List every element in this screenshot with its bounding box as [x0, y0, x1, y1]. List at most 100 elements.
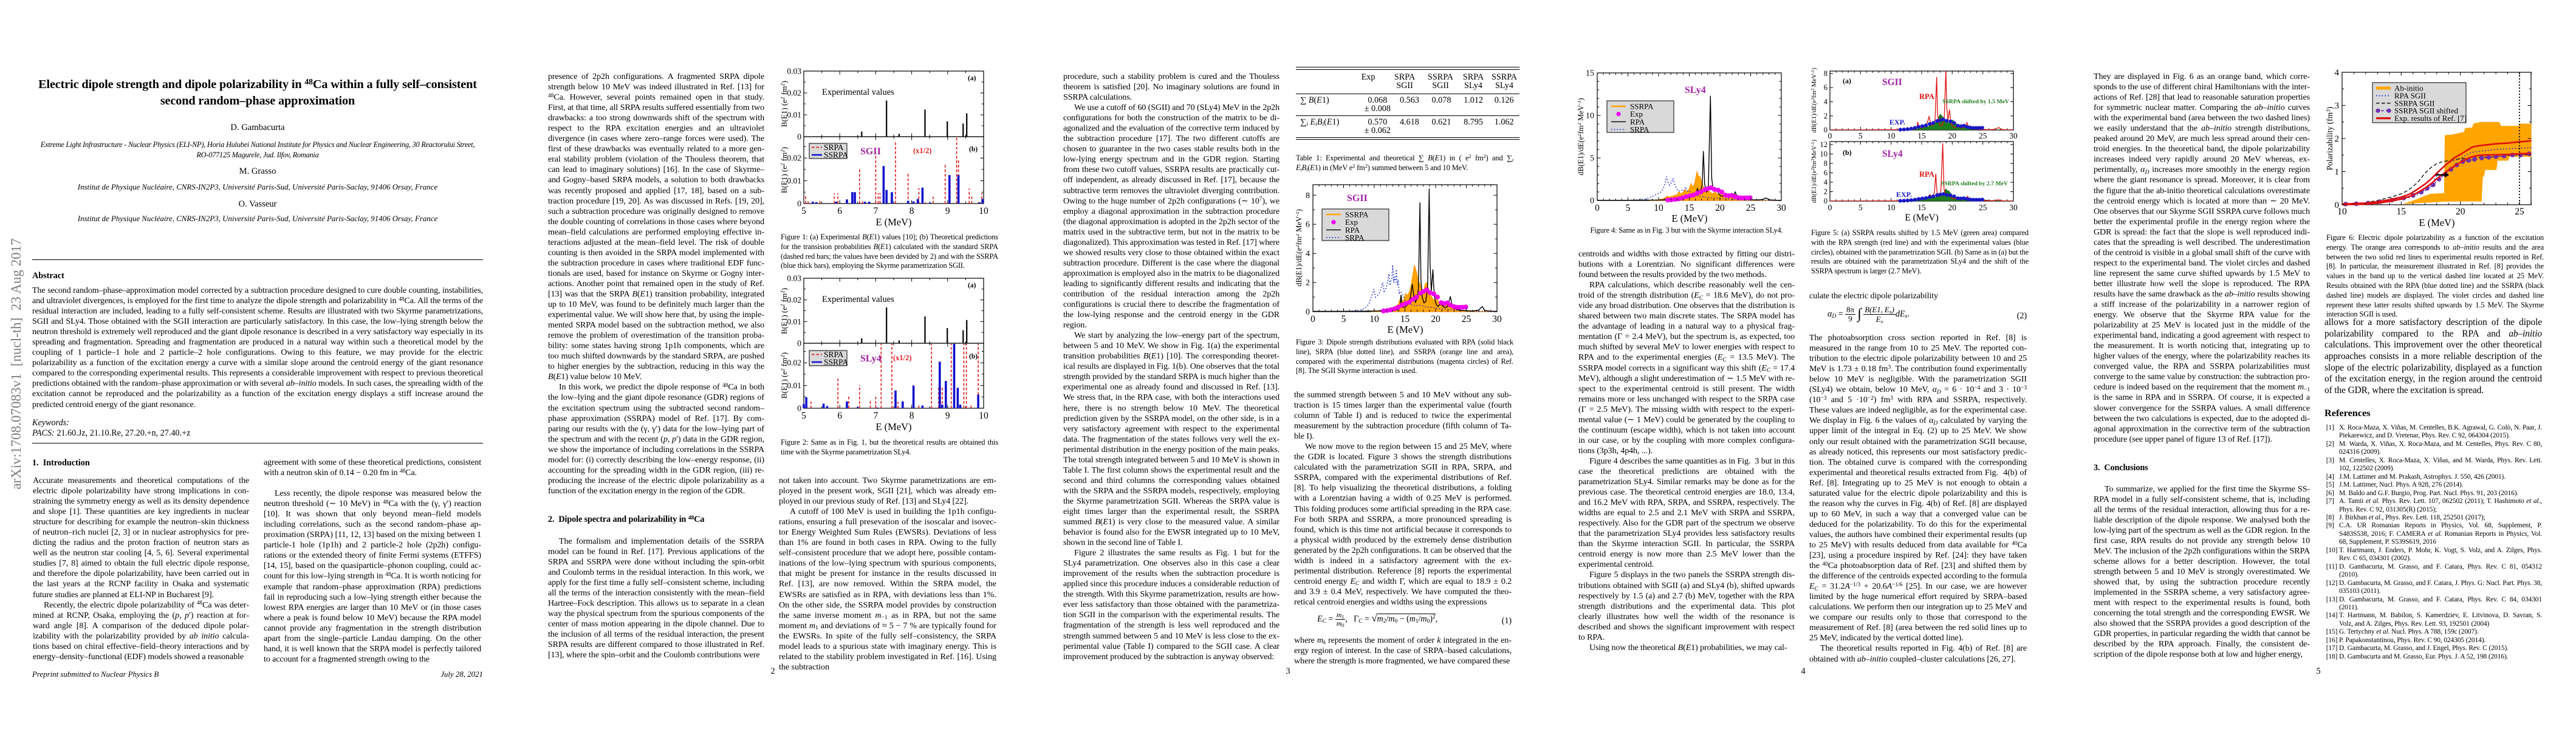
- svg-text:2: 2: [1306, 279, 1310, 288]
- svg-text:8: 8: [1824, 69, 1828, 78]
- svg-text:5: 5: [1341, 314, 1346, 324]
- svg-text:25: 25: [1746, 203, 1756, 213]
- svg-text:SSRPA shifted by 1.5 MeV: SSRPA shifted by 1.5 MeV: [1942, 98, 2009, 105]
- svg-text:E (MeV): E (MeV): [2419, 217, 2454, 228]
- svg-text:20: 20: [2456, 207, 2465, 217]
- svg-text:25: 25: [1979, 203, 1987, 212]
- svg-text:5: 5: [801, 206, 806, 216]
- svg-text:Exp: Exp: [1345, 217, 1358, 227]
- svg-text:RPA: RPA: [1919, 92, 1934, 101]
- svg-text:B(E1) (e2 fm2): B(E1) (e2 fm2): [781, 352, 789, 399]
- svg-text:SLy4: SLy4: [1882, 149, 1903, 159]
- svg-text:EXP.: EXP.: [1896, 190, 1912, 199]
- svg-text:15: 15: [1917, 131, 1926, 140]
- svg-text:(b): (b): [969, 146, 978, 153]
- svg-text:3: 3: [2335, 101, 2340, 111]
- svg-text:E (MeV): E (MeV): [875, 216, 911, 228]
- svg-text:9: 9: [945, 206, 950, 216]
- svg-text:0.03: 0.03: [787, 67, 801, 76]
- svg-text:15: 15: [2397, 207, 2406, 217]
- svg-text:2: 2: [1824, 188, 1828, 196]
- svg-text:30: 30: [1776, 203, 1786, 213]
- svg-text:B(E1) (e2 fm2): B(E1) (e2 fm2): [781, 81, 789, 127]
- svg-text:8: 8: [1306, 191, 1310, 200]
- svg-text:30: 30: [2009, 203, 2018, 212]
- svg-text:0: 0: [797, 404, 801, 413]
- svg-text:10: 10: [979, 206, 988, 216]
- svg-text:SSRPA shifted by 2.7 MeV: SSRPA shifted by 2.7 MeV: [1941, 180, 2008, 187]
- svg-text:SSRPA: SSRPA: [1345, 210, 1369, 219]
- svg-text:0.01: 0.01: [787, 111, 801, 120]
- svg-text:2: 2: [2335, 134, 2340, 144]
- svg-text:(b): (b): [1843, 148, 1852, 157]
- svg-text:7: 7: [874, 206, 879, 216]
- svg-text:0.01: 0.01: [787, 176, 801, 185]
- svg-text:SRPA: SRPA: [824, 143, 844, 152]
- svg-text:RPA: RPA: [1345, 225, 1360, 234]
- svg-text:E (MeV): E (MeV): [1671, 213, 1707, 224]
- svg-text:6: 6: [837, 206, 842, 216]
- svg-text:SLy4: SLy4: [860, 354, 882, 364]
- svg-text:0: 0: [797, 132, 801, 142]
- svg-text:Exp: Exp: [1630, 109, 1643, 118]
- svg-text:(b): (b): [969, 353, 978, 360]
- svg-text:0: 0: [1590, 197, 1594, 206]
- svg-text:SSRPA SGII: SSRPA SGII: [2394, 98, 2434, 108]
- svg-text:SRPA: SRPA: [824, 350, 844, 359]
- svg-text:0: 0: [2335, 200, 2340, 210]
- svg-text:8: 8: [1824, 159, 1828, 168]
- svg-text:10: 10: [979, 411, 988, 421]
- svg-text:RPA SGII: RPA SGII: [2394, 91, 2426, 100]
- svg-text:Experimental values: Experimental values: [822, 87, 894, 97]
- svg-text:SLy4: SLy4: [1685, 85, 1706, 95]
- svg-text:SSRPA: SSRPA: [1630, 102, 1654, 111]
- svg-text:0: 0: [1310, 314, 1315, 324]
- svg-text:B(E1) (e2 fm2): B(E1) (e2 fm2): [781, 288, 789, 334]
- svg-text:20: 20: [1715, 203, 1725, 213]
- svg-text:8: 8: [909, 411, 914, 421]
- svg-text:SGII: SGII: [1882, 77, 1902, 87]
- svg-text:20: 20: [1431, 314, 1440, 324]
- svg-text:SSRPA: SSRPA: [824, 358, 848, 367]
- svg-text:SGII: SGII: [860, 146, 881, 157]
- svg-text:E (MeV): E (MeV): [1905, 213, 1939, 223]
- svg-text:0: 0: [797, 339, 801, 348]
- svg-text:25: 25: [1979, 131, 1987, 140]
- svg-text:E (MeV): E (MeV): [1387, 324, 1423, 335]
- svg-text:6: 6: [1306, 221, 1310, 230]
- svg-text:Exp. results of Ref. [7]: Exp. results of Ref. [7]: [2394, 114, 2467, 123]
- svg-text:1: 1: [2335, 168, 2340, 177]
- svg-text:0: 0: [797, 199, 801, 208]
- svg-text:15: 15: [1586, 69, 1594, 78]
- svg-text:2: 2: [1824, 112, 1828, 120]
- svg-text:15: 15: [1400, 314, 1410, 324]
- svg-text:4: 4: [1306, 250, 1310, 259]
- svg-text:4: 4: [1824, 178, 1828, 187]
- svg-text:10: 10: [1820, 150, 1828, 159]
- svg-text:(x1/2): (x1/2): [913, 146, 932, 155]
- svg-text:(x1/2): (x1/2): [893, 354, 912, 362]
- svg-text:10: 10: [1887, 203, 1896, 212]
- svg-text:30: 30: [1492, 314, 1502, 324]
- svg-text:6: 6: [1824, 83, 1828, 92]
- svg-text:20: 20: [1948, 131, 1957, 140]
- svg-text:0: 0: [1306, 308, 1310, 317]
- svg-text:0: 0: [1828, 131, 1832, 140]
- svg-text:10: 10: [1369, 314, 1379, 324]
- svg-text:4: 4: [1824, 98, 1828, 106]
- svg-text:10: 10: [1586, 112, 1594, 121]
- svg-text:20: 20: [1948, 203, 1957, 212]
- svg-text:B(E1) (e2 fm2): B(E1) (e2 fm2): [781, 147, 789, 193]
- svg-text:RPA: RPA: [1919, 170, 1934, 179]
- svg-text:EXP.: EXP.: [1889, 118, 1905, 126]
- svg-text:dB(E1)/dE(e2fm2MeV-1): dB(E1)/dE(e2fm2MeV-1): [1811, 139, 1818, 203]
- svg-text:0.02: 0.02: [787, 89, 801, 98]
- svg-text:8: 8: [909, 206, 914, 216]
- svg-text:SSRPA SGII shifted: SSRPA SGII shifted: [2394, 106, 2458, 115]
- svg-text:0.01: 0.01: [787, 317, 801, 326]
- svg-text:0: 0: [1824, 197, 1828, 205]
- svg-text:12: 12: [1820, 140, 1828, 149]
- svg-text:5: 5: [801, 411, 806, 421]
